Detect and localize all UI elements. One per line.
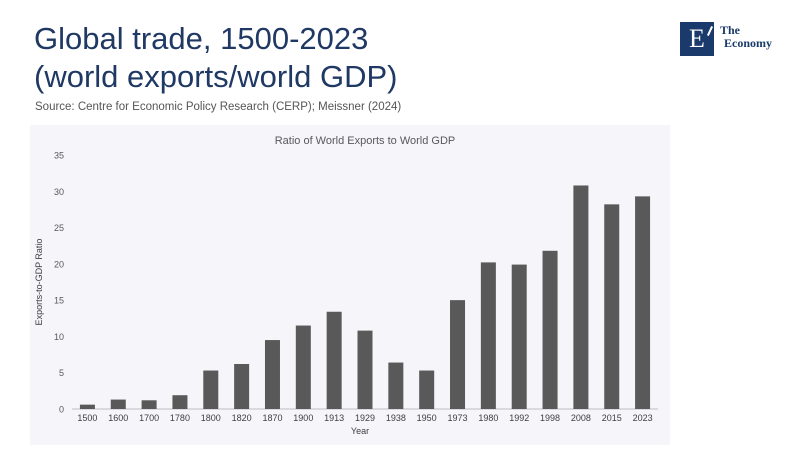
bar-1780 — [172, 395, 188, 409]
y-tick-label: 25 — [54, 223, 64, 233]
title-line-2: (world exports/world GDP) — [34, 59, 398, 94]
x-axis-title: Year — [351, 426, 369, 436]
bar-1938 — [388, 362, 404, 409]
y-tick-label: 20 — [54, 259, 64, 269]
bar-1992 — [511, 264, 527, 409]
bar-1700 — [141, 400, 157, 409]
bar-1929 — [357, 330, 373, 409]
bar-1980 — [480, 262, 496, 409]
title-line-1: Global trade, 1500-2023 — [34, 21, 369, 56]
y-tick-label: 15 — [54, 296, 64, 306]
x-tick-label: 1600 — [108, 413, 128, 423]
x-tick-label: 1780 — [170, 413, 190, 423]
the-economy-logo: E The Economy — [680, 22, 772, 56]
y-tick-label: 30 — [54, 187, 64, 197]
logo-word-the: The — [720, 23, 741, 37]
x-tick-label: 1973 — [448, 413, 468, 423]
bar-2015 — [604, 204, 620, 409]
x-tick-label: 1938 — [386, 413, 406, 423]
bar-1973 — [450, 300, 466, 409]
x-tick-label: 1998 — [540, 413, 560, 423]
x-tick-label: 1950 — [417, 413, 437, 423]
bar-1900 — [295, 325, 311, 409]
y-tick-label: 5 — [59, 368, 64, 378]
bar-1820 — [234, 364, 250, 409]
x-tick-label: 2023 — [633, 413, 653, 423]
bar-chart: Ratio of World Exports to World GDP 0 5 10 1… — [34, 135, 658, 436]
y-tick-label: 35 — [54, 151, 64, 161]
x-tick-label: 1800 — [201, 413, 221, 423]
x-tick-label: 1700 — [139, 413, 159, 423]
x-tick-label: 1980 — [478, 413, 498, 423]
x-tick-label: 1929 — [355, 413, 375, 423]
x-tick-label: 2015 — [602, 413, 622, 423]
source-note: Source: Centre for Economic Policy Resea… — [35, 101, 402, 113]
logo-wordmark: The Economy — [720, 22, 772, 50]
bar-1913 — [326, 311, 342, 409]
bar-1870 — [264, 340, 280, 409]
x-tick-label: 2008 — [571, 413, 591, 423]
logo-slash-icon — [706, 26, 714, 36]
logo-mark: E — [680, 22, 714, 56]
chart-area: Ratio of World Exports to World GDP 0 5 10 1… — [30, 125, 670, 445]
chart-title: Ratio of World Exports to World GDP — [275, 135, 456, 147]
x-tick-label: 1500 — [77, 413, 97, 423]
bar-1950 — [419, 370, 435, 409]
bar-2023 — [635, 196, 651, 409]
x-tick-label: 1900 — [293, 413, 313, 423]
x-tick-label: 1992 — [509, 413, 529, 423]
logo-word-economy: Economy — [724, 36, 772, 50]
page-title: Global trade, 1500-2023 (world exports/w… — [34, 20, 634, 96]
bar-2008 — [573, 185, 589, 409]
bar-1600 — [110, 399, 126, 409]
x-tick-label: 1820 — [232, 413, 252, 423]
y-tick-label: 10 — [54, 332, 64, 342]
x-tick-label: 1913 — [324, 413, 344, 423]
bar-1998 — [542, 250, 558, 409]
y-axis-title: Exports-to-GDP Ratio — [34, 239, 44, 326]
bar-1500 — [79, 404, 95, 409]
y-tick-label: 0 — [59, 405, 64, 415]
bar-1800 — [203, 370, 219, 409]
logo-letter: E — [689, 24, 705, 53]
x-tick-label: 1870 — [262, 413, 282, 423]
